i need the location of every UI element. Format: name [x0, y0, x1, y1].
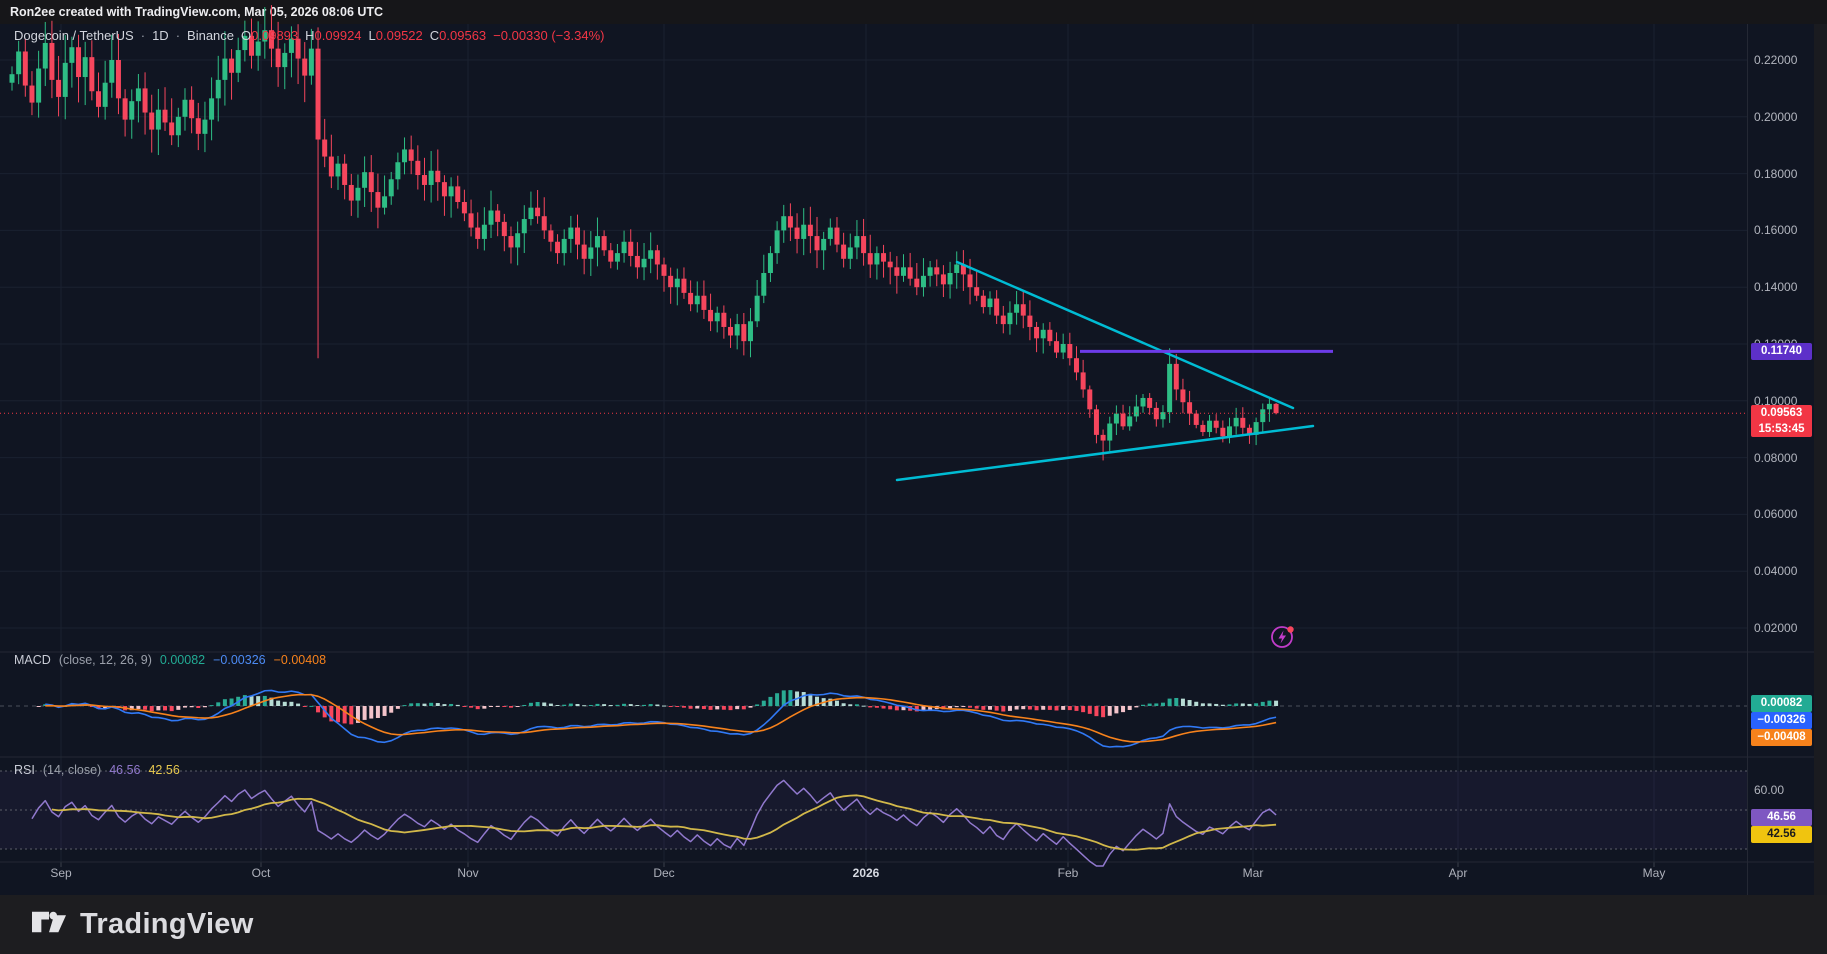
time-tick-label: Dec — [653, 866, 675, 880]
price-tick-label: 0.18000 — [1754, 166, 1798, 181]
rsi-params: (14, close) — [42, 763, 102, 777]
symbol-name[interactable]: Dogecoin / TetherUS — [14, 28, 134, 43]
time-tick-label: Sep — [50, 866, 72, 880]
price-tick-label: 0.14000 — [1754, 280, 1798, 295]
ohlc-close: C0.09563 — [429, 28, 487, 43]
legend-separator: · — [175, 28, 181, 43]
interval-label[interactable]: 1D — [152, 28, 169, 43]
rsi-title[interactable]: RSI — [14, 763, 35, 777]
macd-hist-badge: 0.00082 — [1751, 695, 1812, 712]
time-tick-label: Nov — [457, 866, 479, 880]
symbol-legend: Dogecoin / TetherUS · 1D · Binance O0.09… — [14, 28, 604, 43]
time-tick-label: 2026 — [852, 866, 880, 880]
time-tick-label: Oct — [251, 866, 271, 880]
ohlc-low: L0.09522 — [368, 28, 423, 43]
price-tick-label: 0.16000 — [1754, 223, 1798, 238]
price-tick-label: 0.20000 — [1754, 109, 1798, 124]
macd-hist-value: 0.00082 — [159, 653, 206, 667]
price-tick-label: 0.10000 — [1754, 393, 1798, 408]
macd-line-badge: −0.00326 — [1751, 712, 1812, 729]
macd-params: (close, 12, 26, 9) — [58, 653, 152, 667]
time-tick-label: Feb — [1057, 866, 1079, 880]
rsi-value: 46.56 — [109, 763, 141, 777]
time-tick-label: Mar — [1242, 866, 1264, 880]
footer-bar: TradingView — [0, 895, 1827, 954]
price-tick-label: 0.22000 — [1754, 53, 1798, 67]
legend-separator: · — [140, 28, 146, 43]
rsi-scale-tick: 60.00 — [1754, 783, 1785, 797]
ohlc-open: O0.09893 — [241, 28, 299, 43]
macd-title[interactable]: MACD — [14, 653, 51, 667]
price-tick-label: 0.06000 — [1754, 507, 1798, 522]
price-tick-label: 0.02000 — [1754, 621, 1798, 635]
bar-countdown: 15:53:45 — [1758, 423, 1805, 435]
last-price-badge: 0.09563 15:53:45 — [1751, 405, 1812, 437]
macd-legend: MACD (close, 12, 26, 9) 0.00082 −0.00326… — [14, 653, 326, 667]
time-tick-label: May — [1642, 866, 1666, 880]
attribution-text: Ron2ee created with TradingView.com, Mar… — [10, 5, 384, 19]
change-label: −0.00330 (−3.34%) — [493, 28, 605, 43]
window-edge-strip — [1814, 24, 1827, 895]
attribution-bar: Ron2ee created with TradingView.com, Mar… — [0, 0, 1827, 24]
ohlc-high: H0.09924 — [305, 28, 362, 43]
rsi-ma-badge: 42.56 — [1751, 826, 1812, 843]
price-tick-label: 0.08000 — [1754, 450, 1798, 465]
exchange-label[interactable]: Binance — [187, 28, 235, 43]
rsi-legend: RSI (14, close) 46.56 42.56 — [14, 763, 180, 777]
rsi-ma-value: 42.56 — [148, 763, 180, 777]
time-tick-label: Apr — [1448, 866, 1468, 880]
tradingview-logo-icon[interactable] — [30, 905, 68, 944]
tradingview-wordmark[interactable]: TradingView — [80, 908, 254, 940]
last-price-value: 0.09563 — [1760, 407, 1803, 419]
flash-signal-icon[interactable] — [1268, 622, 1298, 652]
price-axis-separator — [1747, 24, 1748, 895]
macd-signal-value: −0.00408 — [273, 653, 327, 667]
rsi-value-badge: 46.56 — [1751, 809, 1812, 826]
level-price-badge: 0.11740 — [1751, 343, 1812, 360]
macd-signal-badge: −0.00408 — [1751, 729, 1812, 746]
macd-line-value: −0.00326 — [213, 653, 266, 667]
price-tick-label: 0.04000 — [1754, 564, 1798, 579]
